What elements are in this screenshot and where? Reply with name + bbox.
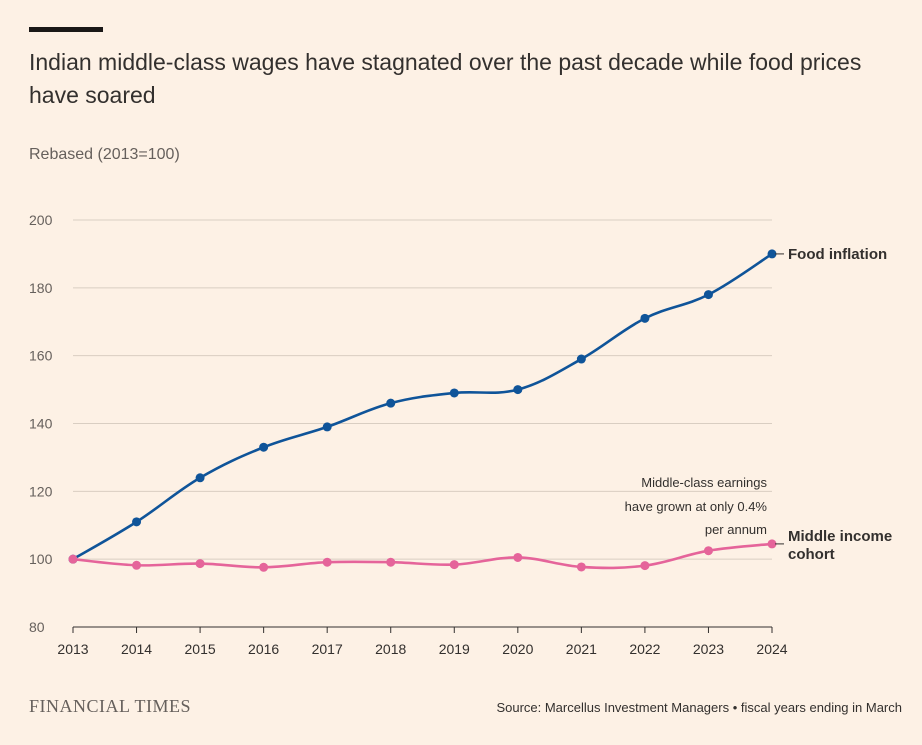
x-tick-label-2016: 2016: [248, 641, 279, 657]
food-inflation-point-2016: [259, 442, 269, 452]
x-tick-label-2015: 2015: [185, 641, 216, 657]
middle-income-point-2024: [767, 539, 777, 549]
middle-income-point-2020: [513, 552, 523, 562]
middle-income-point-2023: [703, 546, 713, 556]
y-tick-label-200: 200: [29, 212, 53, 228]
x-tick-label-2022: 2022: [629, 641, 660, 657]
annotation-line-1: Middle-class earnings: [641, 475, 767, 490]
food-inflation-point-2015: [195, 473, 205, 483]
middle-income-point-2018: [386, 557, 396, 567]
annotation: Middle-class earnings have grown at only …: [625, 475, 768, 537]
y-tick-label-180: 180: [29, 280, 53, 296]
food-inflation-line: [72, 252, 773, 561]
food-inflation-point-2017: [322, 422, 332, 432]
middle-income-label-line-1: Middle income: [788, 528, 892, 545]
x-tick-label-2020: 2020: [502, 641, 533, 657]
chart-title: Indian middle-class wages have stagnated…: [29, 49, 862, 108]
food-inflation-point-2020: [513, 385, 523, 395]
x-tick-label-2013: 2013: [57, 641, 88, 657]
y-tick-label-160: 160: [29, 348, 53, 364]
middle-income-point-2017: [322, 557, 332, 567]
food-inflation-point-2022: [640, 313, 650, 323]
middle-income-point-2022: [640, 561, 650, 571]
ft-accent-bar: [29, 27, 103, 32]
x-tick-label-2014: 2014: [121, 641, 152, 657]
series-layer: [68, 249, 777, 572]
x-tick-label-2024: 2024: [756, 641, 787, 657]
middle-income-point-2019: [449, 560, 459, 570]
y-tick-label-80: 80: [29, 619, 45, 635]
annotation-line-3: per annum: [705, 522, 767, 537]
ft-logo: FINANCIAL TIMES: [29, 696, 192, 716]
food-inflation-point-2014: [132, 517, 142, 527]
food-inflation-label: Food inflation: [788, 246, 887, 263]
food-inflation-point-2023: [703, 290, 713, 300]
food-inflation-point-2019: [449, 388, 459, 398]
gridlines: [73, 219, 772, 560]
y-axis-ticks: 80 100 120 140 160 180 200: [29, 212, 53, 635]
middle-income-point-2016: [259, 562, 269, 572]
annotation-line-2: have grown at only 0.4%: [625, 499, 768, 514]
middle-income-line: [72, 542, 773, 570]
middle-income-point-2015: [195, 559, 205, 569]
middle-income-point-2021: [576, 562, 586, 572]
x-tick-label-2023: 2023: [693, 641, 724, 657]
food-inflation-point-2024: [767, 249, 777, 259]
x-axis: 2013 2014 2015 2016 2017 2018 2019 2020 2021 2022…: [57, 626, 788, 657]
middle-income-point-2013: [68, 554, 78, 564]
x-tick-label-2017: 2017: [312, 641, 343, 657]
food-inflation-point-2021: [576, 354, 586, 364]
y-tick-label-140: 140: [29, 416, 53, 432]
chart-subtitle: Rebased (2013=100): [29, 146, 180, 163]
middle-income-point-2014: [132, 560, 142, 570]
x-tick-label-2021: 2021: [566, 641, 597, 657]
y-tick-label-100: 100: [29, 551, 53, 567]
x-tick-label-2019: 2019: [439, 641, 470, 657]
food-inflation-point-2018: [386, 398, 396, 408]
source-note: Source: Marcellus Investment Managers • …: [496, 700, 902, 715]
y-tick-label-120: 120: [29, 483, 53, 499]
middle-income-label-line-2: cohort: [788, 546, 835, 563]
x-tick-label-2018: 2018: [375, 641, 406, 657]
